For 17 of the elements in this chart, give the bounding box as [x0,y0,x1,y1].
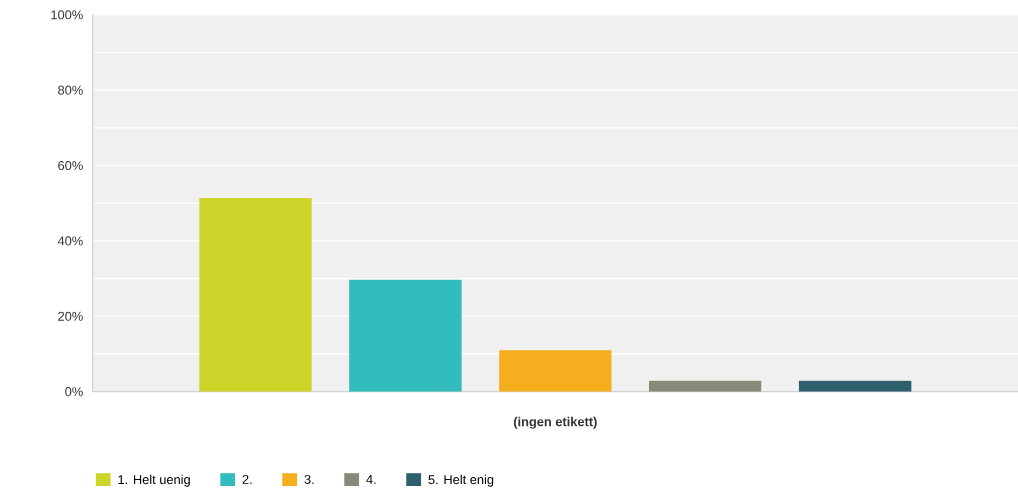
y-tick-label: 100% [51,10,83,20]
y-tick-label: 80% [58,85,83,95]
bar [199,197,312,392]
bar [798,380,912,392]
legend-label: 2. [242,474,252,484]
bar [499,350,612,392]
legend-label: 1. Helt uenig [118,474,190,487]
y-tick-label: 0% [65,387,83,397]
bar [649,380,762,392]
y-tick-label: 20% [58,311,83,321]
x-tick-label: (ingen etikett) [513,416,597,429]
y-tick-label: 60% [58,160,83,171]
y-tick-label: 40% [57,236,83,246]
bar [349,279,462,392]
legend-label: 4. [366,474,376,484]
legend-label: 5. Helt enig [428,474,494,487]
legend-label: 3. [304,474,314,484]
